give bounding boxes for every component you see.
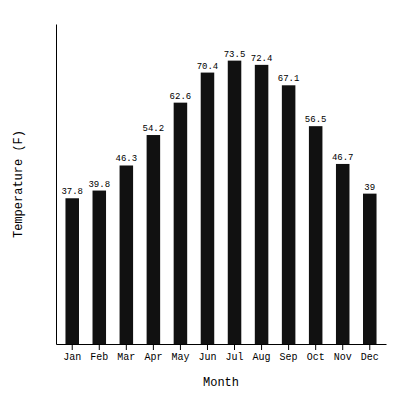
x-tick-mark — [207, 344, 208, 350]
data-label: 39 — [364, 183, 375, 193]
x-tick-label: Mar — [117, 352, 135, 363]
x-axis-title: Month — [203, 376, 239, 390]
x-tick-mark — [234, 344, 235, 350]
bar — [282, 85, 296, 344]
y-axis-line — [56, 25, 57, 345]
x-tick-label: Dec — [361, 352, 379, 363]
bar — [120, 165, 134, 344]
x-tick-mark — [153, 344, 154, 350]
data-label: 54.2 — [143, 124, 165, 134]
x-tick-label: Oct — [307, 352, 325, 363]
x-tick-label: Jul — [226, 352, 244, 363]
x-tick-mark — [315, 344, 316, 350]
x-tick: Dec — [361, 344, 379, 363]
data-label: 46.3 — [116, 154, 138, 164]
bar — [309, 126, 323, 344]
bars — [65, 61, 376, 344]
x-tick-label: Nov — [334, 352, 352, 363]
x-tick: May — [171, 344, 189, 363]
x-tick: Jun — [198, 344, 216, 363]
y-axis — [56, 25, 57, 345]
data-label: 56.5 — [305, 115, 327, 125]
y-axis-title: Temperature (F) — [12, 130, 26, 238]
x-tick: Feb — [90, 344, 108, 363]
chart: Jan Feb Mar Apr May Jun Jul Aug Sep Oct Nov Dec 37.8… — [0, 0, 400, 400]
x-tick-label: Apr — [144, 352, 162, 363]
bar — [65, 198, 79, 344]
x-tick-label: Jun — [198, 352, 216, 363]
data-label: 73.5 — [224, 50, 246, 60]
x-tick: Jan — [63, 344, 81, 363]
bar — [228, 61, 242, 344]
bar — [201, 73, 215, 344]
data-label: 62.6 — [170, 92, 192, 102]
x-tick-mark — [342, 344, 343, 350]
x-tick: Aug — [253, 344, 271, 363]
x-tick-label: Aug — [253, 352, 271, 363]
bar — [336, 164, 350, 344]
bar — [255, 65, 269, 344]
x-tick-label: May — [171, 352, 189, 363]
x-tick-label: Jan — [63, 352, 81, 363]
x-tick-label: Feb — [90, 352, 108, 363]
bar — [363, 194, 377, 344]
x-tick: Oct — [307, 344, 325, 363]
bar — [174, 103, 188, 344]
x-axis: Jan Feb Mar Apr May Jun Jul Aug Sep Oct Nov Dec — [57, 344, 387, 363]
bar — [147, 135, 161, 344]
x-tick: Apr — [144, 344, 162, 363]
x-tick-mark — [72, 344, 73, 350]
x-tick-mark — [180, 344, 181, 350]
data-label: 39.8 — [88, 180, 110, 190]
x-axis-line — [57, 344, 387, 345]
x-tick-mark — [288, 344, 289, 350]
data-label: 37.8 — [61, 187, 83, 197]
data-label: 70.4 — [197, 62, 219, 72]
x-tick-mark — [261, 344, 262, 350]
x-tick: Mar — [117, 344, 135, 363]
data-labels: 37.8 39.8 46.3 54.2 62.6 70.4 73.5 72.4 67.1 56.5… — [61, 50, 375, 198]
data-label: 67.1 — [278, 74, 300, 84]
bar — [93, 191, 107, 344]
x-tick-mark — [369, 344, 370, 350]
plot-area: Jan Feb Mar Apr May Jun Jul Aug Sep Oct Nov Dec 37.8… — [57, 25, 387, 364]
x-tick-label: Sep — [280, 352, 298, 363]
data-label: 46.7 — [332, 153, 354, 163]
x-tick: Nov — [334, 344, 352, 363]
x-tick-mark — [126, 344, 127, 350]
x-tick: Sep — [280, 344, 298, 363]
x-tick: Jul — [226, 344, 244, 363]
x-tick-mark — [99, 344, 100, 350]
data-label: 72.4 — [251, 54, 273, 64]
